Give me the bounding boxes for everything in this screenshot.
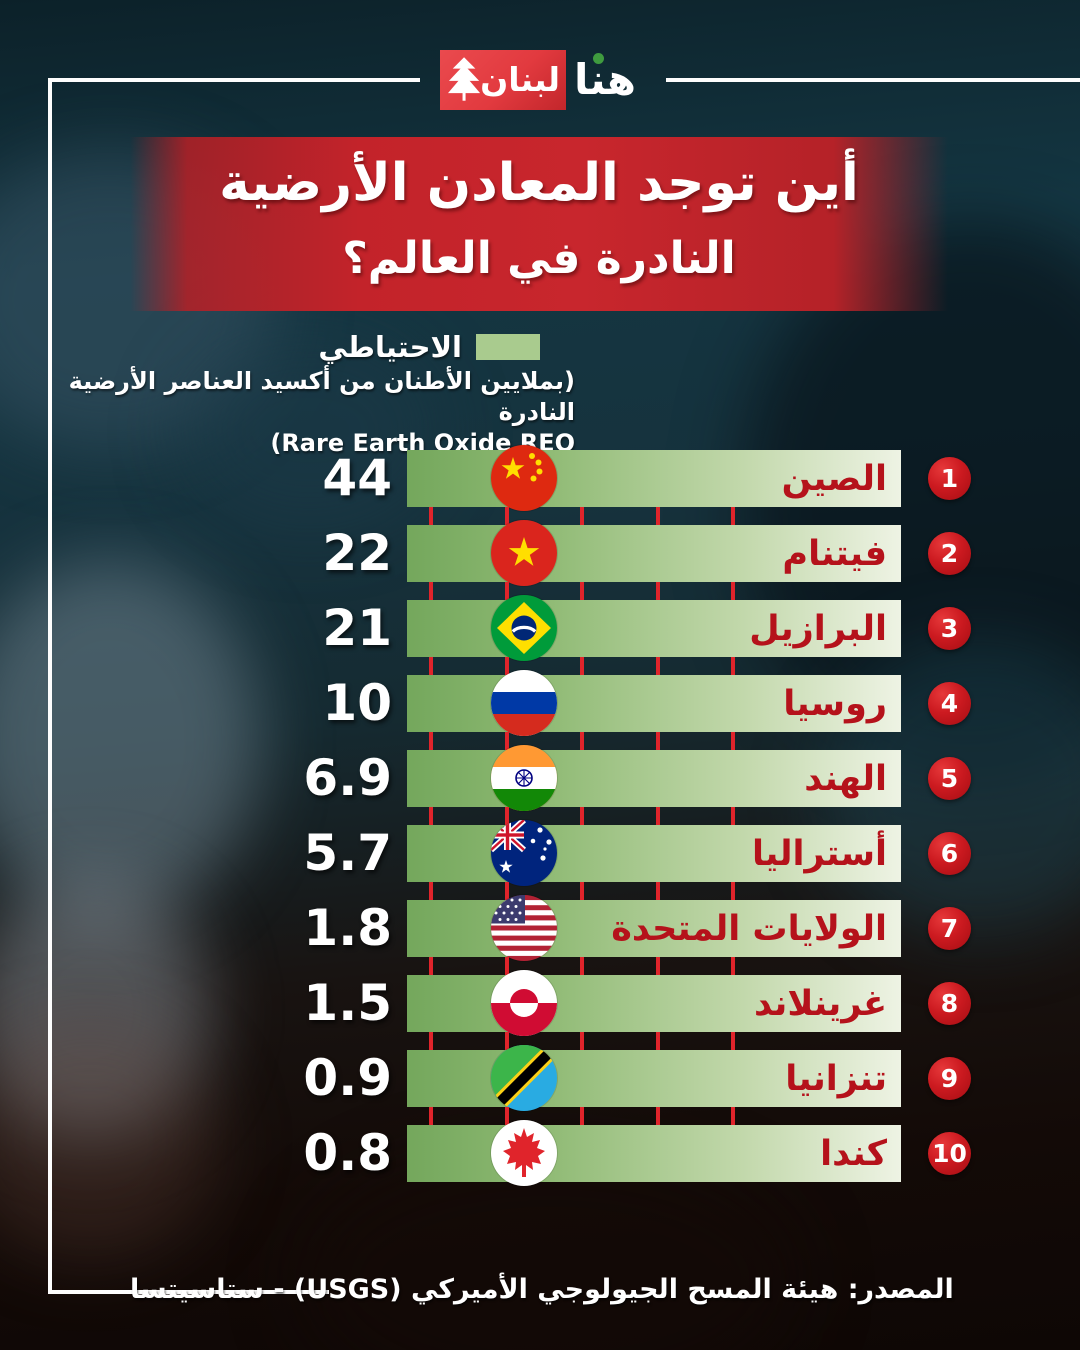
axis-ticks [0,657,1080,675]
chart-row: 22 فيتنام 2 [0,520,1080,600]
value-label: 1.5 [303,974,392,1032]
axis-ticks [0,1107,1080,1125]
axis-ticks [0,507,1080,525]
rank-badge: 5 [928,757,971,800]
country-label: البرازيل [749,608,887,649]
reserve-bar: أستراليا [407,825,901,882]
rank-badge: 10 [928,1132,971,1175]
frame-border-top-left [48,78,420,82]
brazil-flag-icon [491,595,557,661]
value-label: 21 [322,599,392,657]
rank-badge: 1 [928,457,971,500]
value-label: 10 [322,674,392,732]
rank-badge: 9 [928,1057,971,1100]
country-label: الولايات المتحدة [611,908,887,949]
legend-swatch [476,334,540,360]
axis-ticks [0,1032,1080,1050]
chart-row: 6.9 الهند 5 [0,745,1080,825]
value-label: 0.9 [303,1049,392,1107]
china-flag-icon [491,445,557,511]
chart-subtitle-line1: (بملايين الأطنان من أكسيد العناصر الأرضي… [68,367,575,426]
reserve-bar: روسيا [407,675,901,732]
reserve-bar: الهند [407,750,901,807]
value-label: 22 [322,524,392,582]
logo-text-hna: هنا [574,53,637,104]
vietnam-flag-icon [491,520,557,586]
chart-row: 0.9 تنزانيا 9 [0,1045,1080,1125]
country-label: تنزانيا [785,1058,887,1099]
russia-flag-icon [491,670,557,736]
reserve-bar: كندا [407,1125,901,1182]
title-banner: أين توجد المعادن الأرضية النادرة في العا… [130,137,948,311]
rank-badge: 3 [928,607,971,650]
axis-ticks [0,807,1080,825]
country-label: كندا [820,1133,887,1174]
chart-row: 1.5 غرينلاند 8 [0,970,1080,1050]
rank-badge: 2 [928,532,971,575]
value-label: 44 [322,449,392,507]
axis-ticks [0,582,1080,600]
chart-row: 21 البرازيل 3 [0,595,1080,675]
reserve-bar: الولايات المتحدة [407,900,901,957]
rank-badge: 7 [928,907,971,950]
frame-border-bottom [48,1290,329,1294]
background-shadow-blob [300,1150,800,1350]
axis-ticks [0,882,1080,900]
hna-lebanon-logo: لبنان هنا [440,50,642,110]
chart-row: 44 الصين 1 [0,445,1080,525]
frame-border-top-right [666,78,1080,82]
value-label: 5.7 [303,824,392,882]
axis-ticks [0,732,1080,750]
legend: الاحتياطي [318,330,540,364]
background-rock-blob [0,880,210,1140]
rank-badge: 8 [928,982,971,1025]
canada-flag-icon [491,1120,557,1186]
logo-red-box: لبنان [440,50,566,110]
australia-flag-icon [491,820,557,886]
country-label: أستراليا [751,833,887,874]
logo-green-dot [593,53,605,64]
background-hand-blob [0,1020,220,1260]
country-label: غرينلاند [753,983,887,1024]
india-flag-icon [491,745,557,811]
reserve-bar: البرازيل [407,600,901,657]
value-label: 0.8 [303,1124,392,1182]
greenland-flag-icon [491,970,557,1036]
reserve-bar: الصين [407,450,901,507]
chart-row: 5.7 أستراليا 6 [0,820,1080,900]
reserve-bar: تنزانيا [407,1050,901,1107]
frame-border-left [48,78,52,1294]
cedar-tree-icon [448,57,481,101]
page-title-line2: النادرة في العالم؟ [342,233,736,284]
chart-row: 1.8 الولايات المتحدة 7 [0,895,1080,975]
reserve-bar: فيتنام [407,525,901,582]
axis-ticks [0,957,1080,975]
country-label: الصين [781,458,887,499]
country-label: الهند [804,758,887,799]
rank-badge: 4 [928,682,971,725]
legend-label: الاحتياطي [318,330,462,364]
chart-row: 0.8 كندا 10 [0,1120,1080,1186]
background-rock-blob [0,560,260,920]
rank-badge: 6 [928,832,971,875]
chart-subtitle: (بملايين الأطنان من أكسيد العناصر الأرضي… [15,366,575,459]
logo-text-lebanon: لبنان [480,60,561,99]
source-credit: المصدر: هيئة المسح الجيولوجي الأميركي (U… [130,1274,954,1305]
chart-row: 10 روسيا 4 [0,670,1080,750]
reserve-bar: غرينلاند [407,975,901,1032]
background-rock-blob [180,330,440,530]
value-label: 6.9 [303,749,392,807]
page-title-line1: أين توجد المعادن الأرضية [219,153,859,213]
country-label: روسيا [783,683,887,724]
value-label: 1.8 [303,899,392,957]
tanzania-flag-icon [491,1045,557,1111]
country-label: فيتنام [782,533,887,574]
usa-flag-icon [491,895,557,961]
